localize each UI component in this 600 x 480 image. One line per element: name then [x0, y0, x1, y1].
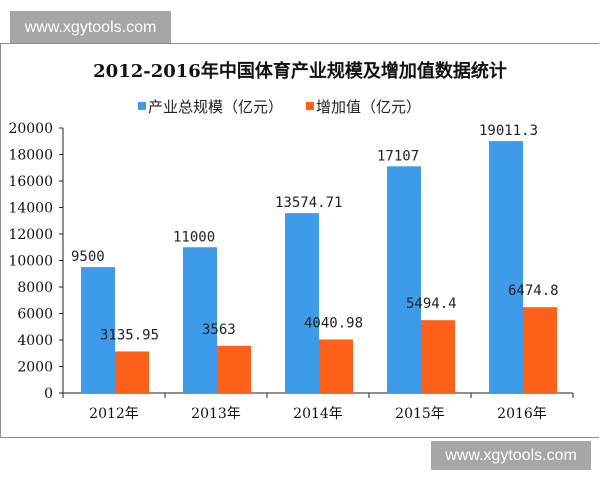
data-label: 5494.4 — [406, 296, 457, 312]
data-label: 6474.8 — [508, 283, 559, 299]
y-tick-label: 14000 — [8, 201, 53, 217]
data-label: 17107 — [377, 148, 419, 164]
bar-total-0 — [81, 267, 115, 393]
bar-added-1 — [217, 345, 251, 393]
x-tick-label: 2012年 — [89, 406, 139, 422]
bar-added-2 — [319, 339, 353, 393]
data-label: 3563 — [202, 322, 236, 338]
data-label: 13574.71 — [275, 195, 342, 211]
data-label: 19011.3 — [479, 123, 538, 139]
legend-label-0: 产业总规模（亿元） — [148, 98, 283, 116]
bar-total-4 — [489, 141, 523, 393]
bar-total-1 — [183, 247, 217, 393]
y-tick-label: 16000 — [8, 174, 53, 190]
chart-title: 2012-2016年中国体育产业规模及增加值数据统计 — [93, 60, 507, 82]
y-tick-label: 6000 — [17, 307, 53, 323]
legend-swatch-0 — [138, 102, 146, 110]
bar-total-2 — [285, 213, 319, 393]
chart-frame — [0, 43, 599, 438]
data-label: 3135.95 — [100, 327, 159, 343]
y-tick-label: 8000 — [17, 280, 53, 296]
y-tick-label: 10000 — [8, 254, 53, 270]
bar-added-4 — [523, 307, 557, 393]
data-label: 9500 — [71, 249, 105, 265]
legend-swatch-1 — [306, 102, 314, 110]
y-tick-label: 4000 — [17, 333, 53, 349]
y-tick-label: 12000 — [8, 227, 53, 243]
y-tick-label: 2000 — [17, 360, 53, 376]
watermark-bottom: www.xgytools.com — [431, 441, 591, 470]
x-tick-label: 2016年 — [497, 406, 547, 422]
y-tick-label: 20000 — [8, 121, 53, 137]
y-tick-label: 0 — [44, 386, 53, 402]
bar-added-3 — [421, 320, 455, 393]
watermark-top: www.xgytools.com — [10, 11, 171, 44]
bar-total-3 — [387, 166, 421, 393]
legend: 产业总规模（亿元） 增加值（亿元） — [138, 98, 421, 116]
y-tick-label: 18000 — [8, 148, 53, 164]
bar-added-0 — [115, 351, 149, 393]
data-label: 11000 — [173, 229, 215, 245]
legend-label-1: 增加值（亿元） — [316, 98, 421, 116]
x-tick-label: 2014年 — [293, 406, 343, 422]
x-tick-label: 2015年 — [395, 406, 445, 422]
x-tick-label: 2013年 — [191, 406, 241, 422]
data-label: 4040.98 — [304, 315, 363, 331]
